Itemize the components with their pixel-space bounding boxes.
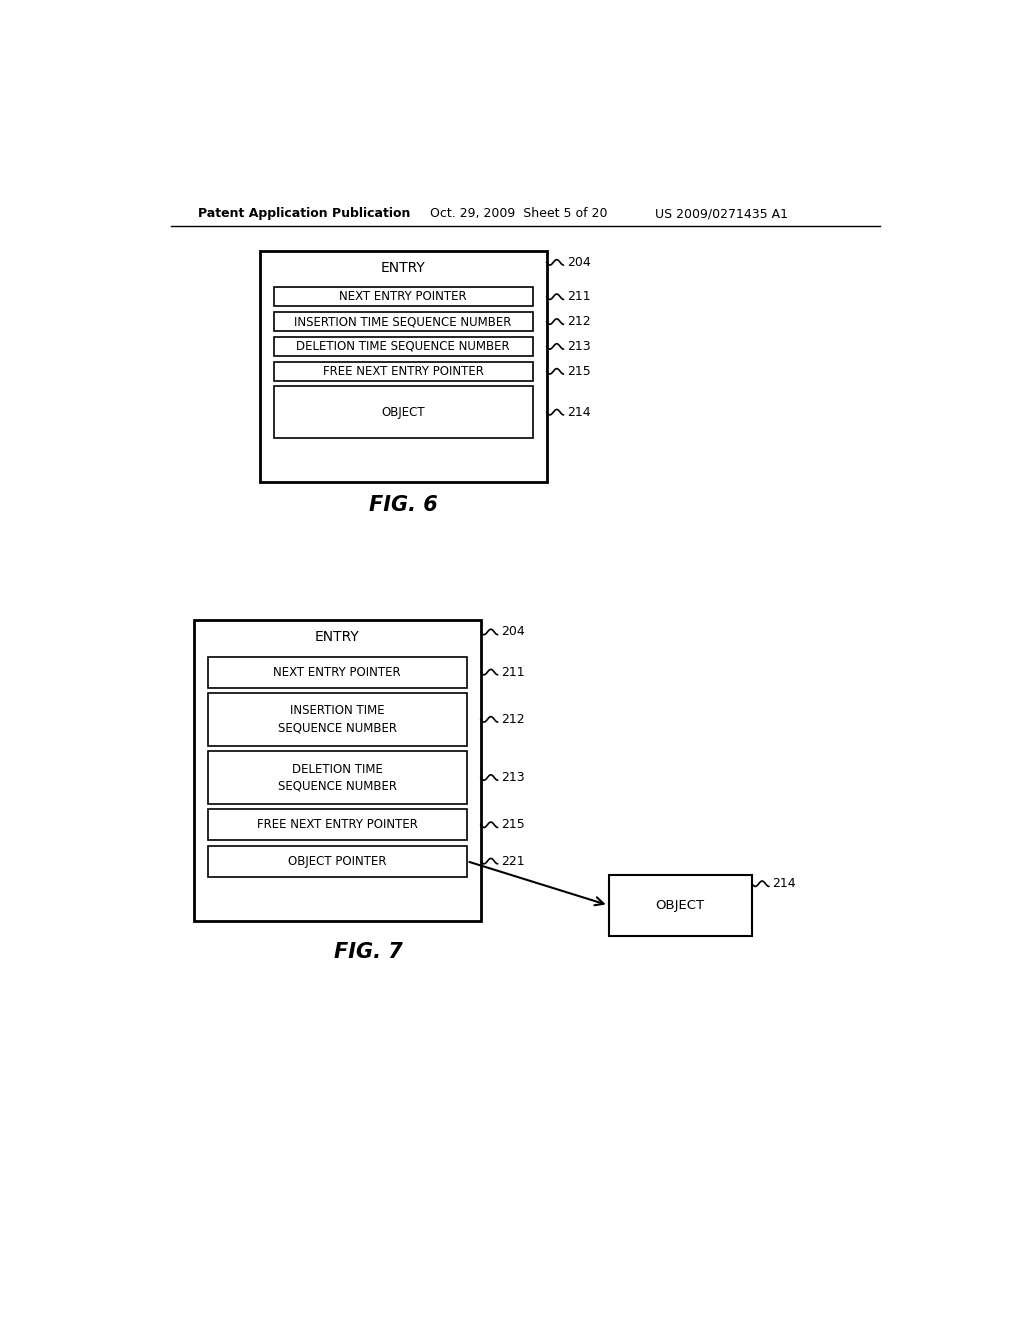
Text: 212: 212 (566, 315, 590, 329)
Bar (194, 620, 480, 921)
Bar (273, 362, 532, 381)
Text: Oct. 29, 2009  Sheet 5 of 20: Oct. 29, 2009 Sheet 5 of 20 (430, 207, 608, 220)
Text: FREE NEXT ENTRY POINTER: FREE NEXT ENTRY POINTER (323, 364, 483, 378)
Text: DELETION TIME
SEQUENCE NUMBER: DELETION TIME SEQUENCE NUMBER (278, 763, 396, 792)
Bar (208, 693, 467, 746)
Text: 221: 221 (501, 854, 524, 867)
Bar (208, 656, 467, 688)
Bar (260, 251, 547, 482)
Bar (273, 337, 532, 356)
Text: OBJECT: OBJECT (381, 405, 425, 418)
Bar (273, 286, 532, 306)
Text: 213: 213 (566, 341, 590, 352)
Text: OBJECT POINTER: OBJECT POINTER (288, 854, 386, 867)
Text: 211: 211 (566, 290, 590, 304)
Text: 204: 204 (501, 626, 524, 639)
Text: OBJECT: OBJECT (655, 899, 705, 912)
Bar (608, 874, 752, 936)
Text: 214: 214 (772, 878, 796, 890)
Text: INSERTION TIME
SEQUENCE NUMBER: INSERTION TIME SEQUENCE NUMBER (278, 705, 396, 734)
Text: 215: 215 (501, 818, 524, 832)
Text: INSERTION TIME SEQUENCE NUMBER: INSERTION TIME SEQUENCE NUMBER (295, 315, 512, 329)
Text: NEXT ENTRY POINTER: NEXT ENTRY POINTER (273, 665, 401, 678)
Bar (273, 387, 532, 438)
Text: 214: 214 (566, 405, 590, 418)
Text: 211: 211 (501, 665, 524, 678)
Bar (208, 751, 467, 804)
Text: DELETION TIME SEQUENCE NUMBER: DELETION TIME SEQUENCE NUMBER (296, 341, 510, 352)
Text: 213: 213 (501, 771, 524, 784)
Text: ENTRY: ENTRY (381, 261, 426, 275)
Text: FIG. 7: FIG. 7 (334, 941, 402, 961)
Text: NEXT ENTRY POINTER: NEXT ENTRY POINTER (339, 290, 467, 304)
Bar (273, 312, 532, 331)
Bar (208, 809, 467, 841)
Text: FIG. 6: FIG. 6 (369, 495, 437, 515)
Bar (208, 846, 467, 876)
Text: ENTRY: ENTRY (314, 631, 359, 644)
Text: Patent Application Publication: Patent Application Publication (198, 207, 411, 220)
Text: 204: 204 (566, 256, 591, 269)
Text: 215: 215 (566, 364, 591, 378)
Text: US 2009/0271435 A1: US 2009/0271435 A1 (655, 207, 788, 220)
Text: 212: 212 (501, 713, 524, 726)
Text: FREE NEXT ENTRY POINTER: FREE NEXT ENTRY POINTER (257, 818, 418, 832)
